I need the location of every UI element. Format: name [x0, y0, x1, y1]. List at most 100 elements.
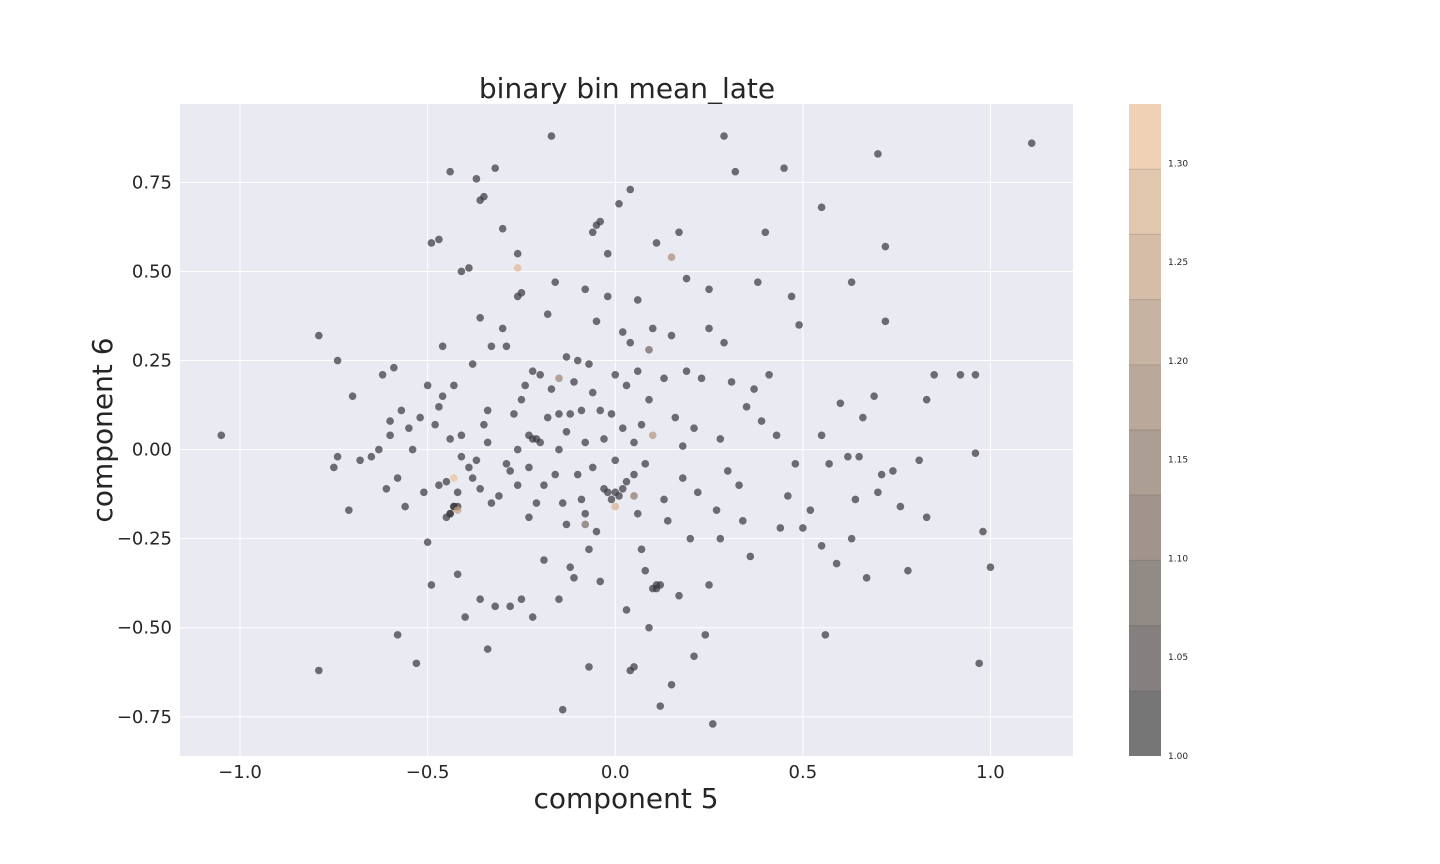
colorbar-ticks: 1.00 1.05 1.10 1.15 1.20 1.25 1.30 [1168, 159, 1188, 762]
scatter-point [832, 559, 841, 568]
scatter-point [457, 267, 466, 276]
scatter-point [979, 527, 987, 536]
scatter-point [333, 452, 342, 461]
scatter-point [611, 370, 620, 379]
scatter-point [821, 631, 830, 639]
scatter-point [487, 342, 496, 351]
scatter-point [731, 167, 740, 176]
scatter-points [217, 132, 1036, 728]
scatter-point [450, 474, 458, 482]
colorbar [1129, 104, 1161, 756]
scatter-point [476, 313, 484, 322]
scatter-point [667, 253, 676, 262]
scatter-point [630, 470, 638, 479]
scatter-point [386, 431, 394, 440]
scatter-point [915, 456, 923, 465]
y-tick-label: −0.50 [117, 618, 172, 639]
scatter-point [581, 509, 590, 518]
scatter-point [757, 417, 766, 425]
scatter-point [956, 370, 965, 379]
scatter-point [720, 132, 728, 140]
scatter-point [596, 577, 605, 586]
scatter-point [585, 663, 593, 671]
scatter-point [712, 506, 721, 514]
scatter-point [844, 452, 852, 461]
scatter-point [375, 445, 383, 454]
scatter-point [577, 495, 586, 504]
scatter-point [382, 484, 391, 493]
scatter-point [641, 460, 650, 468]
scatter-point [480, 420, 488, 429]
scatter-point [570, 574, 578, 582]
scatter-point [727, 378, 736, 386]
scatter-point [881, 317, 890, 326]
colorbar-band [1129, 430, 1161, 496]
scatter-point [596, 406, 605, 415]
scatter-point [457, 431, 466, 440]
scatter-point [652, 239, 661, 247]
scatter-point [555, 595, 563, 604]
scatter-point [562, 353, 571, 361]
scatter-point [630, 492, 638, 500]
scatter-point [558, 705, 567, 714]
scatter-point [367, 452, 376, 461]
scatter-point [517, 395, 526, 404]
scatter-point [971, 449, 980, 457]
scatter-point [420, 488, 428, 497]
scatter-point [517, 289, 526, 297]
scatter-point [701, 631, 710, 639]
scatter-point [716, 534, 725, 543]
scatter-point [862, 574, 871, 582]
scatter-point [930, 370, 938, 379]
scatter-point [435, 403, 443, 411]
scatter-point [637, 420, 646, 429]
x-axis-label: component 5 [533, 782, 718, 815]
scatter-point [690, 652, 698, 661]
colorbar-tick-label: 1.00 [1168, 752, 1188, 762]
x-ticks: −1.0 −0.5 0.0 0.5 1.0 [218, 762, 1005, 783]
scatter-point [495, 492, 503, 500]
scatter-point [438, 392, 447, 400]
scatter-point [922, 395, 931, 404]
scatter-point [705, 285, 713, 294]
scatter-point [416, 413, 424, 422]
y-tick-label: 0.25 [132, 351, 172, 372]
scatter-point [536, 370, 545, 379]
scatter-point [630, 438, 638, 447]
scatter-point [754, 278, 762, 286]
scatter-point [581, 520, 590, 529]
scatter-point [333, 356, 342, 365]
scatter-point [378, 370, 387, 379]
scatter-point [618, 424, 627, 433]
scatter-point [626, 185, 635, 194]
scatter-point [791, 460, 800, 468]
colorbar-band [1129, 104, 1161, 170]
scatter-point [555, 374, 563, 383]
x-tick-label: 0.5 [789, 762, 818, 783]
scatter-point [588, 388, 597, 397]
scatter-point [502, 342, 511, 351]
scatter-point [705, 324, 713, 333]
scatter-point [551, 470, 560, 479]
scatter-point [562, 427, 571, 436]
scatter-point [476, 484, 484, 493]
scatter-point [525, 513, 533, 522]
colorbar-tick-label: 1.20 [1168, 357, 1188, 367]
scatter-point [558, 499, 567, 507]
scatter-point [645, 395, 653, 404]
scatter-point [682, 274, 691, 283]
scatter-point [461, 613, 469, 621]
scatter-point [581, 285, 590, 294]
scatter-point [667, 680, 676, 689]
scatter-point [540, 556, 548, 564]
scatter-point [543, 413, 552, 422]
scatter-point [472, 456, 481, 465]
colorbar-tick-label: 1.30 [1168, 159, 1188, 169]
scatter-point [423, 381, 432, 390]
scatter-point [645, 623, 653, 632]
y-ticks: −0.75 −0.50 −0.25 0.00 0.25 0.50 0.75 [117, 172, 172, 727]
scatter-point [645, 346, 653, 354]
scatter-point [772, 431, 781, 440]
scatter-point [881, 242, 890, 251]
scatter-point [585, 545, 593, 554]
